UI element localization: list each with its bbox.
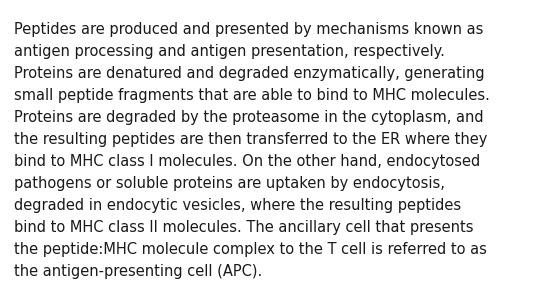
Text: the antigen-presenting cell (APC).: the antigen-presenting cell (APC). (14, 264, 262, 279)
Text: bind to MHC class I molecules. On the other hand, endocytosed: bind to MHC class I molecules. On the ot… (14, 154, 480, 169)
Text: degraded in endocytic vesicles, where the resulting peptides: degraded in endocytic vesicles, where th… (14, 198, 461, 213)
Text: Proteins are degraded by the proteasome in the cytoplasm, and: Proteins are degraded by the proteasome … (14, 110, 484, 125)
Text: antigen processing and antigen presentation, respectively.: antigen processing and antigen presentat… (14, 44, 445, 59)
Text: Peptides are produced and presented by mechanisms known as: Peptides are produced and presented by m… (14, 22, 483, 37)
Text: small peptide fragments that are able to bind to MHC molecules.: small peptide fragments that are able to… (14, 88, 490, 103)
Text: the peptide:MHC molecule complex to the T cell is referred to as: the peptide:MHC molecule complex to the … (14, 242, 487, 257)
Text: bind to MHC class II molecules. The ancillary cell that presents: bind to MHC class II molecules. The anci… (14, 220, 474, 235)
Text: the resulting peptides are then transferred to the ER where they: the resulting peptides are then transfer… (14, 132, 487, 147)
Text: pathogens or soluble proteins are uptaken by endocytosis,: pathogens or soluble proteins are uptake… (14, 176, 445, 191)
Text: Proteins are denatured and degraded enzymatically, generating: Proteins are denatured and degraded enzy… (14, 66, 485, 81)
